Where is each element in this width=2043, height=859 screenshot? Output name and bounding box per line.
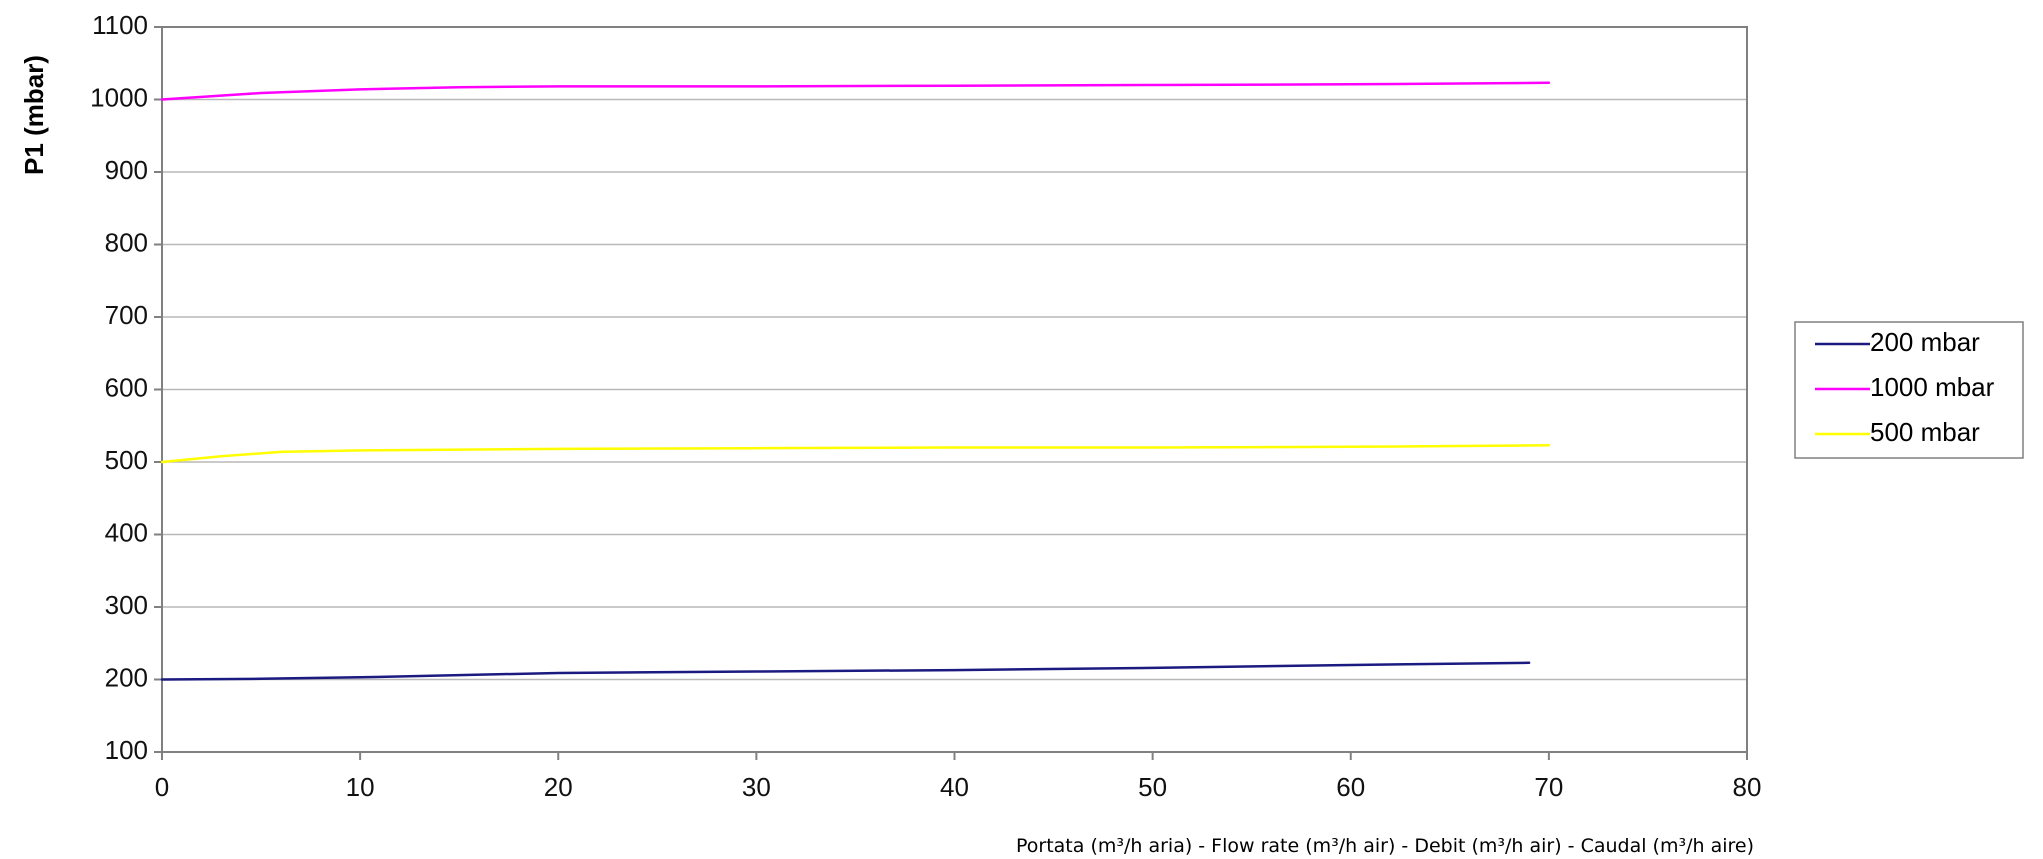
x-axis-title: Portata (m³/h aria) - Flow rate (m³/h ai… — [1016, 835, 1754, 857]
legend-label: 1000 mbar — [1870, 372, 1995, 402]
x-tick-label: 60 — [1336, 772, 1365, 802]
x-tick-label: 0 — [155, 772, 169, 802]
x-tick-label: 20 — [544, 772, 573, 802]
x-tick-label: 70 — [1534, 772, 1563, 802]
legend-label: 200 mbar — [1870, 327, 1980, 357]
series-line-1000-mbar — [160, 81, 1551, 101]
legend: 200 mbar 1000 mbar 500 mbar — [1794, 321, 2024, 459]
y-tick-label: 900 — [105, 155, 148, 185]
y-tick-label: 400 — [105, 517, 148, 547]
series-lines — [160, 81, 1551, 681]
y-tick-label: 1100 — [92, 10, 148, 40]
series-line-200-mbar — [160, 661, 1531, 681]
y-tick-label: 200 — [105, 662, 148, 692]
grid-lines — [162, 98, 1747, 681]
x-tick-label: 10 — [346, 772, 375, 802]
series-line-500-mbar — [160, 444, 1551, 464]
x-tick-label: 30 — [742, 772, 771, 802]
y-tick-label: 700 — [105, 300, 148, 330]
y-tick-label: 300 — [105, 590, 148, 620]
y-axis-ticks: 100 200 300 400 500 600 700 800 900 1000 1100 — [90, 10, 162, 765]
y-tick-label: 500 — [105, 445, 148, 475]
x-tick-label: 50 — [1138, 772, 1167, 802]
x-tick-label: 40 — [940, 772, 969, 802]
y-tick-label: 800 — [105, 227, 148, 257]
y-tick-label: 100 — [105, 735, 148, 765]
legend-label: 500 mbar — [1870, 417, 1980, 447]
y-tick-label: 1000 — [90, 82, 148, 112]
x-tick-label: 80 — [1733, 772, 1762, 802]
y-tick-label: 600 — [105, 372, 148, 402]
x-axis-ticks: 0 10 20 30 40 50 60 70 80 — [155, 752, 1762, 802]
y-axis-title: P1 (mbar) — [19, 55, 49, 175]
